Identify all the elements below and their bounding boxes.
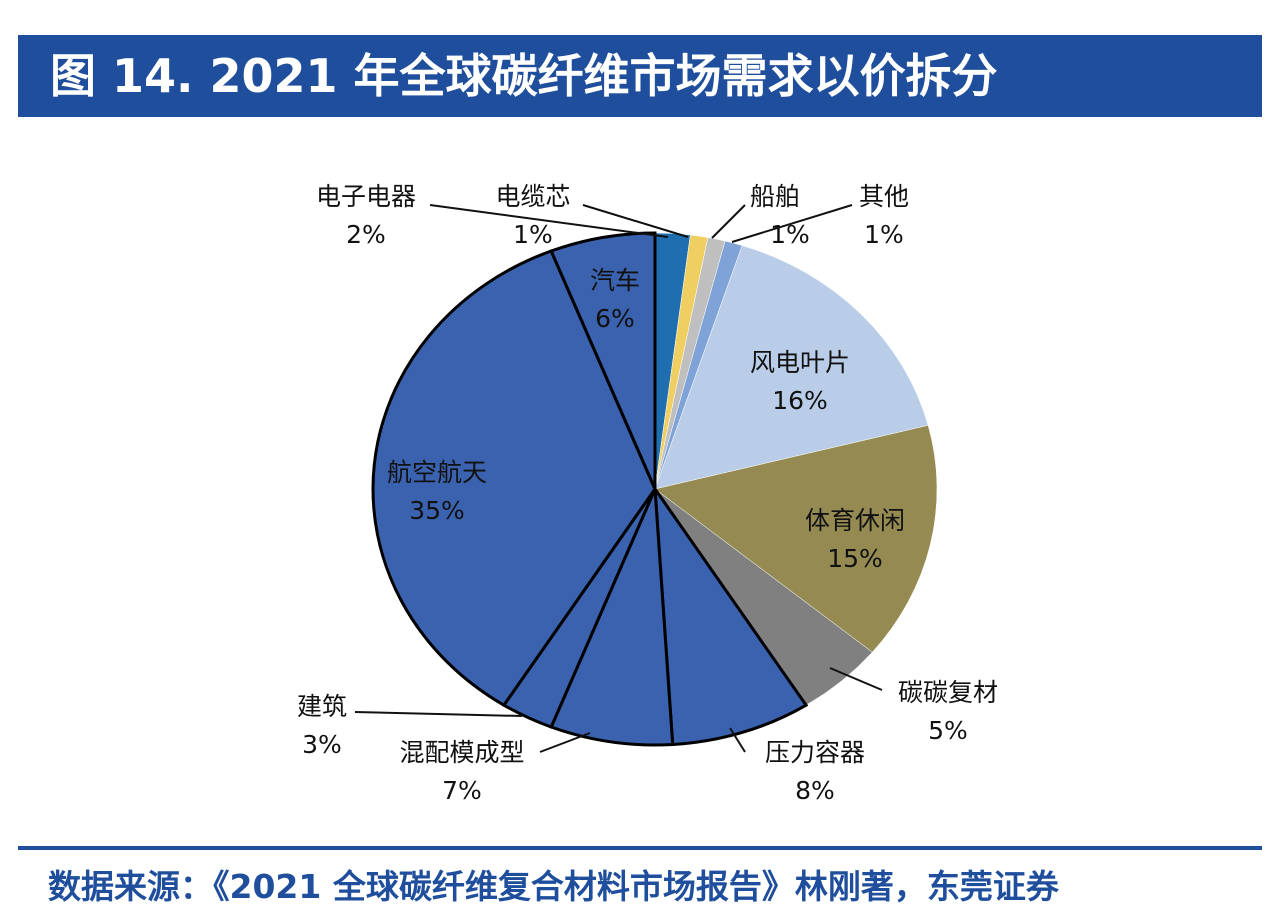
- slice-category-label: 船舶: [750, 182, 800, 211]
- slice-percent-label: 2%: [346, 220, 386, 249]
- slice-percent-label: 5%: [928, 716, 968, 745]
- slice-category-label: 电缆芯: [495, 182, 570, 211]
- slice-percent-label: 7%: [442, 776, 482, 805]
- leader-line: [582, 204, 689, 238]
- slice-category-label: 电子电器: [316, 182, 416, 211]
- slice-category-label: 航空航天: [387, 458, 487, 487]
- slice-category-label: 风电叶片: [750, 348, 850, 377]
- title-band: 图 14. 2021 年全球碳纤维市场需求以价拆分: [18, 35, 1262, 117]
- leader-line: [729, 727, 746, 753]
- slice-category-label: 混配模成型: [399, 738, 524, 767]
- slice-percent-label: 1%: [864, 220, 904, 249]
- leader-line: [354, 711, 523, 717]
- slice-percent-label: 6%: [595, 304, 635, 333]
- slice-percent-label: 8%: [795, 776, 835, 805]
- slice-percent-label: 1%: [770, 220, 810, 249]
- source-note: 数据来源：《2021 全球碳纤维复合材料市场报告》林刚著，东莞证券: [48, 867, 1059, 906]
- leader-line: [829, 667, 883, 691]
- slice-percent-label: 15%: [827, 544, 883, 573]
- slice-category-label: 碳碳复材: [898, 678, 998, 707]
- leader-line: [429, 204, 669, 238]
- slice-percent-label: 16%: [772, 386, 828, 415]
- leader-line: [731, 204, 853, 243]
- pie-slice-12: [549, 231, 657, 490]
- slice-percent-label: 1%: [513, 220, 553, 249]
- slice-category-label: 压力容器: [765, 738, 865, 767]
- pie-slice-11: [371, 249, 657, 708]
- slice-category-label: 建筑: [297, 692, 347, 721]
- slice-percent-label: 35%: [409, 496, 465, 525]
- chart-title: 图 14. 2021 年全球碳纤维市场需求以价拆分: [50, 49, 998, 103]
- slice-category-label: 体育休闲: [805, 506, 905, 535]
- pie-slice-5: [654, 245, 929, 490]
- leader-line: [711, 204, 746, 239]
- slice-category-label: 其他: [859, 182, 909, 211]
- pie-slice-6: [654, 425, 938, 653]
- footer-divider: [18, 846, 1262, 850]
- slice-category-label: 汽车: [590, 266, 640, 295]
- slice-percent-label: 3%: [302, 730, 342, 759]
- pie-slice-9: [549, 488, 675, 747]
- leader-line: [539, 732, 591, 753]
- pie-slice-8: [653, 483, 809, 747]
